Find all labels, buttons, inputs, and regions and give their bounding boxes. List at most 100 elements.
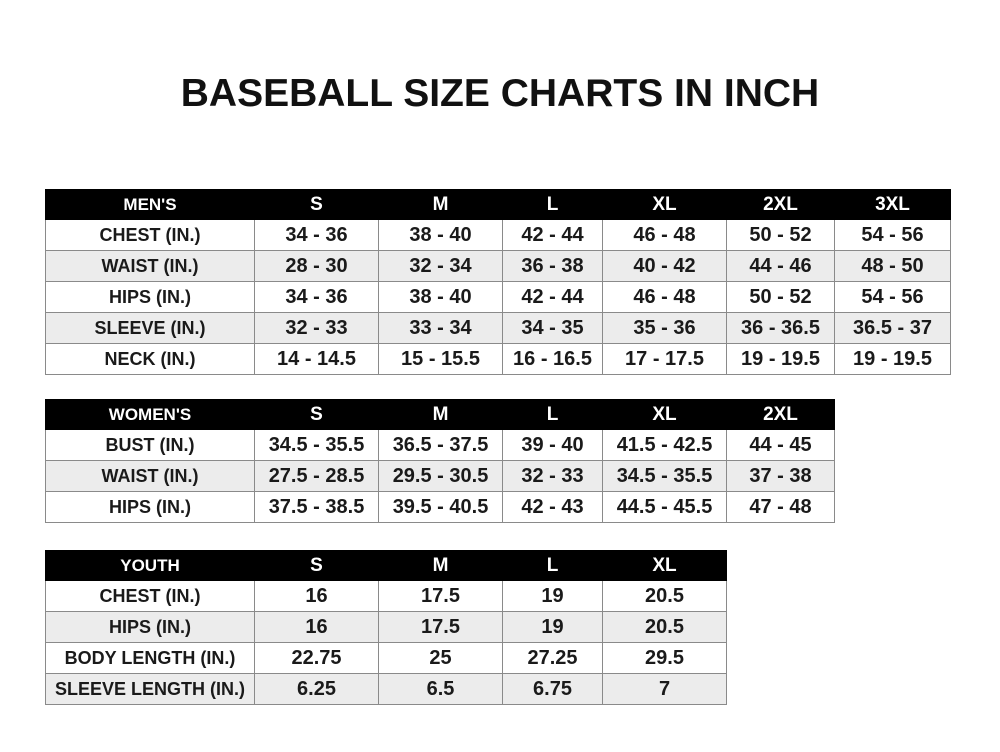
table-category-header: MEN'S (45, 189, 255, 220)
table-row: CHEST (IN.) 34 - 36 38 - 40 42 - 44 46 - 48 5… (45, 219, 951, 251)
size-value: 29.5 - 30.5 (378, 460, 503, 492)
size-value: 35 - 36 (602, 312, 727, 344)
measurement-label: SLEEVE LENGTH (IN.) (45, 673, 255, 705)
header-row: WOMEN'S S M L XL 2XL (45, 399, 835, 430)
size-value: 38 - 40 (378, 219, 503, 251)
size-value: 6.25 (254, 673, 379, 705)
size-value: 29.5 (602, 642, 727, 674)
size-value: 25 (378, 642, 503, 674)
table-row: HIPS (IN.) 16 17.5 19 20.5 (45, 611, 727, 643)
size-value: 19 - 19.5 (834, 343, 951, 375)
measurement-label: HIPS (IN.) (45, 611, 255, 643)
size-value: 34 - 36 (254, 281, 379, 313)
size-value: 50 - 52 (726, 281, 835, 313)
size-value: 54 - 56 (834, 219, 951, 251)
table-row: HIPS (IN.) 37.5 - 38.5 39.5 - 40.5 42 - 43 4… (45, 491, 835, 523)
table-row: CHEST (IN.) 16 17.5 19 20.5 (45, 580, 727, 612)
size-value: 38 - 40 (378, 281, 503, 313)
measurement-label: HIPS (IN.) (45, 281, 255, 313)
mens-size-table: MEN'S S M L XL 2XL 3XL CHEST (IN.) 34 - 36 38 - 4… (45, 189, 951, 375)
size-value: 32 - 33 (502, 460, 603, 492)
size-column-header: L (502, 550, 603, 581)
size-value: 36.5 - 37.5 (378, 429, 503, 461)
size-value: 34.5 - 35.5 (602, 460, 727, 492)
table-row: WAIST (IN.) 28 - 30 32 - 34 36 - 38 40 - 42 4… (45, 250, 951, 282)
measurement-label: CHEST (IN.) (45, 580, 255, 612)
table-category-header: WOMEN'S (45, 399, 255, 430)
size-value: 16 (254, 580, 379, 612)
size-value: 36.5 - 37 (834, 312, 951, 344)
table-row: BUST (IN.) 34.5 - 35.5 36.5 - 37.5 39 - 40 4… (45, 429, 835, 461)
table-row: HIPS (IN.) 34 - 36 38 - 40 42 - 44 46 - 48 50… (45, 281, 951, 313)
size-column-header: 2XL (726, 399, 835, 430)
measurement-label: BODY LENGTH (IN.) (45, 642, 255, 674)
size-value: 33 - 34 (378, 312, 503, 344)
size-value: 17.5 (378, 611, 503, 643)
size-value: 44.5 - 45.5 (602, 491, 727, 523)
page-title: BASEBALL SIZE CHARTS IN INCH (180, 72, 820, 115)
size-column-header: XL (602, 550, 727, 581)
size-value: 36 - 38 (502, 250, 603, 282)
size-value: 41.5 - 42.5 (602, 429, 727, 461)
size-value: 44 - 45 (726, 429, 835, 461)
measurement-label: SLEEVE (IN.) (45, 312, 255, 344)
size-value: 42 - 44 (502, 281, 603, 313)
table-row: NECK (IN.) 14 - 14.5 15 - 15.5 16 - 16.5 17 … (45, 343, 951, 375)
table-row: BODY LENGTH (IN.) 22.75 25 27.25 29.5 (45, 642, 727, 674)
size-value: 28 - 30 (254, 250, 379, 282)
size-column-header: S (254, 550, 379, 581)
size-value: 42 - 43 (502, 491, 603, 523)
size-value: 32 - 34 (378, 250, 503, 282)
size-value: 37.5 - 38.5 (254, 491, 379, 523)
size-column-header: M (378, 550, 503, 581)
size-value: 32 - 33 (254, 312, 379, 344)
size-column-header: M (378, 399, 503, 430)
size-value: 15 - 15.5 (378, 343, 503, 375)
size-column-header: L (502, 399, 603, 430)
womens-size-table: WOMEN'S S M L XL 2XL BUST (IN.) 34.5 - 35.5 36.5… (45, 399, 835, 523)
size-value: 17 - 17.5 (602, 343, 727, 375)
size-value: 54 - 56 (834, 281, 951, 313)
size-value: 34 - 35 (502, 312, 603, 344)
size-value: 27.25 (502, 642, 603, 674)
size-column-header: 3XL (834, 189, 951, 220)
size-value: 39.5 - 40.5 (378, 491, 503, 523)
table-row: WAIST (IN.) 27.5 - 28.5 29.5 - 30.5 32 - 33… (45, 460, 835, 492)
measurement-label: WAIST (IN.) (45, 250, 255, 282)
size-column-header: XL (602, 189, 727, 220)
size-value: 16 - 16.5 (502, 343, 603, 375)
size-value: 17.5 (378, 580, 503, 612)
size-column-header: M (378, 189, 503, 220)
size-value: 36 - 36.5 (726, 312, 835, 344)
size-value: 42 - 44 (502, 219, 603, 251)
size-value: 20.5 (602, 611, 727, 643)
size-column-header: 2XL (726, 189, 835, 220)
size-value: 37 - 38 (726, 460, 835, 492)
size-value: 34 - 36 (254, 219, 379, 251)
size-column-header: S (254, 189, 379, 220)
size-value: 46 - 48 (602, 219, 727, 251)
measurement-label: NECK (IN.) (45, 343, 255, 375)
size-value: 39 - 40 (502, 429, 603, 461)
size-column-header: L (502, 189, 603, 220)
size-value: 14 - 14.5 (254, 343, 379, 375)
size-value: 27.5 - 28.5 (254, 460, 379, 492)
size-value: 19 - 19.5 (726, 343, 835, 375)
size-value: 44 - 46 (726, 250, 835, 282)
size-value: 7 (602, 673, 727, 705)
size-column-header: XL (602, 399, 727, 430)
size-value: 22.75 (254, 642, 379, 674)
size-value: 16 (254, 611, 379, 643)
header-row: YOUTH S M L XL (45, 550, 727, 581)
size-value: 50 - 52 (726, 219, 835, 251)
table-row: SLEEVE (IN.) 32 - 33 33 - 34 34 - 35 35 - 36… (45, 312, 951, 344)
size-value: 46 - 48 (602, 281, 727, 313)
size-value: 20.5 (602, 580, 727, 612)
measurement-label: CHEST (IN.) (45, 219, 255, 251)
size-value: 19 (502, 611, 603, 643)
measurement-label: HIPS (IN.) (45, 491, 255, 523)
header-row: MEN'S S M L XL 2XL 3XL (45, 189, 951, 220)
table-category-header: YOUTH (45, 550, 255, 581)
size-column-header: S (254, 399, 379, 430)
size-value: 34.5 - 35.5 (254, 429, 379, 461)
